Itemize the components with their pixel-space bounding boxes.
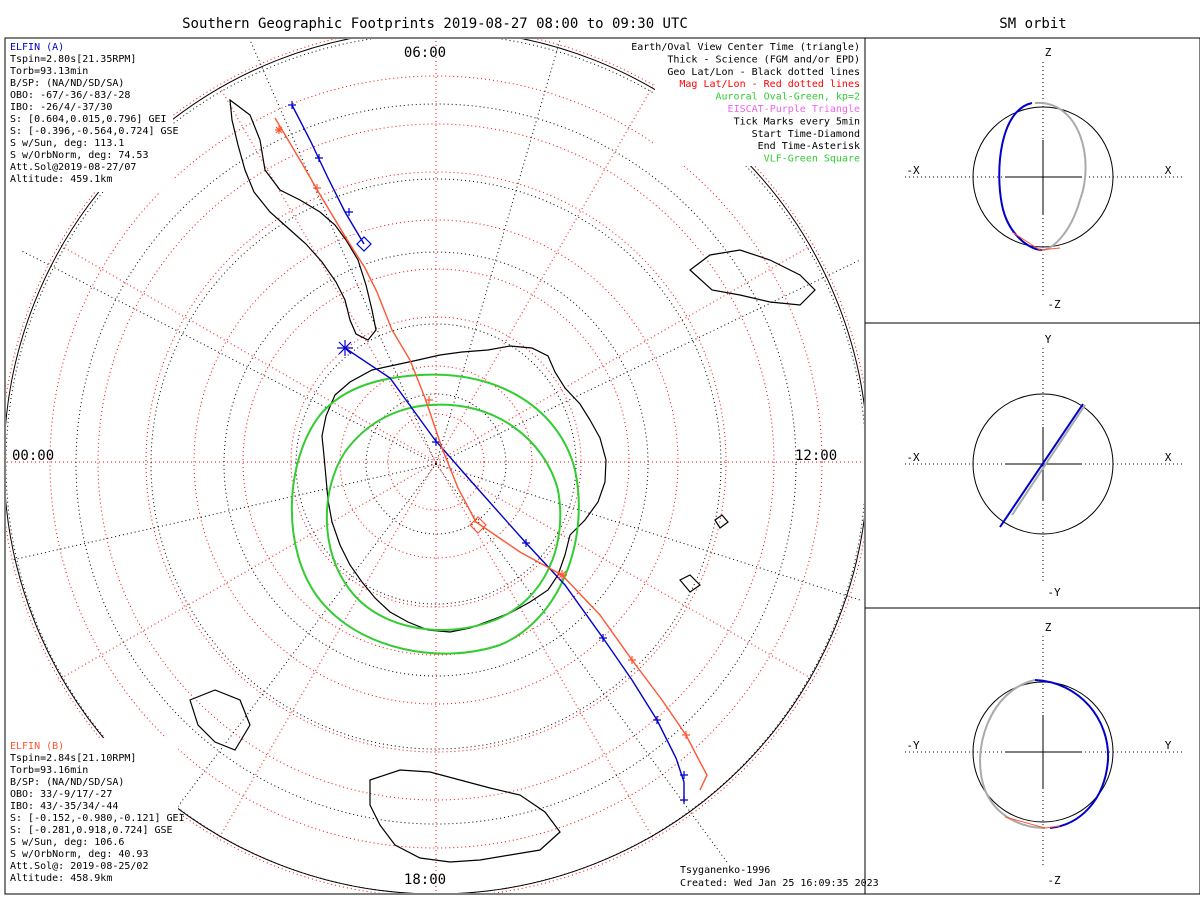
elfinA-lines-line: S w/Sun, deg: 113.1 — [10, 138, 124, 149]
sm2-right-label: X — [1165, 451, 1172, 464]
legend-lines-line: Thick - Science (FGM and/or EPD) — [667, 54, 860, 65]
sm-panel-1-frame — [864, 37, 1200, 324]
elfin-a-track — [291, 104, 685, 802]
elfinB-lines-line: Tspin=2.84s[21.10RPM] — [10, 753, 136, 764]
elfin-a-markers — [288, 101, 688, 804]
auroral-ovals — [290, 373, 580, 655]
sm2-bottom-label: -Y — [1047, 586, 1061, 599]
elfinA-lines-line: B/SP: (NA/ND/SD/SA) — [10, 78, 124, 89]
sm1-top-label: Z — [1045, 46, 1052, 59]
elfin-b-info: ELFIN (B) Tspin=2.84s[21.10RPM] Torb=93.1… — [8, 738, 185, 890]
sm1-bottom-label: -Z — [1047, 298, 1061, 311]
elfinB-lines-line: B/SP: (NA/ND/SD/SA) — [10, 777, 124, 788]
elfinB-lines-line: IBO: 43/-35/34/-44 — [10, 801, 118, 812]
elfin-a-lines: Tspin=2.80s[21.35RPM] Torb=93.13min B/SP: … — [10, 54, 179, 185]
geo-latitude-grid — [6, 39, 864, 893]
footer-created: Created: Wed Jan 25 16:09:35 2023 — [680, 878, 879, 889]
sm-panel-2-frame — [864, 322, 1200, 609]
elfinB-lines-line: Torb=93.16min — [10, 765, 88, 776]
elfin-b-lines: Tspin=2.84s[21.10RPM] Torb=93.16min B/SP: … — [10, 753, 185, 884]
antarctica-coastline — [321, 345, 607, 633]
elfinB-lines-line: S: [-0.152,-0.980,-0.121] GEI — [10, 813, 185, 824]
mlt-label-right: 12:00 — [795, 448, 837, 464]
elfinA-lines-line: Altitude: 459.1km — [10, 174, 112, 185]
sm-panel-yz: Z -Z -Y Y — [905, 621, 1185, 887]
sm-panel-xy: Y -Y -X X — [905, 333, 1185, 599]
legend-lines-line: Mag Lat/Lon - Red dotted lines — [679, 79, 860, 90]
elfin-a-header: ELFIN (A) — [10, 42, 64, 53]
legend-lines-line: Geo Lat/Lon - Black dotted lines — [667, 67, 860, 78]
sm2-left-label: -X — [906, 451, 920, 464]
islands-coastline — [679, 514, 729, 593]
sm1-left-label: -X — [906, 164, 920, 177]
sm3-right-label: Y — [1165, 739, 1172, 752]
elfin-b-track — [274, 117, 708, 791]
elfin-b-header: ELFIN (B) — [10, 741, 64, 752]
legend-lines: Earth/Oval View Center Time (triangle) Th… — [631, 42, 860, 165]
sm-orbit-title: SM orbit — [999, 16, 1066, 32]
legend: Earth/Oval View Center Time (triangle) Th… — [631, 40, 863, 166]
figure-title: Southern Geographic Footprints 2019-08-2… — [182, 16, 688, 32]
elfinA-lines-line: S: [0.604,0.015,0.796] GEI — [10, 114, 167, 125]
footer: Tsyganenko-1996 Created: Wed Jan 25 16:0… — [676, 862, 879, 890]
legend-lines-line: EISCAT-Purple Triangle — [728, 104, 860, 115]
polar-map: 06:00 18:00 00:00 12:00 — [6, 39, 864, 893]
mag-longitude-grid — [6, 39, 864, 893]
elfin-b-markers — [275, 126, 690, 739]
elfinA-lines-line: Att.Sol@2019-08-27/07 — [10, 162, 136, 173]
geo-longitude-grid — [11, 39, 861, 881]
elfinA-lines-line: S: [-0.396,-0.564,0.724] GSE — [10, 126, 179, 137]
sm-panel-3-frame — [864, 607, 1200, 895]
sm2-top-label: Y — [1045, 333, 1052, 346]
sm1-right-label: X — [1165, 164, 1172, 177]
auroral-oval-outer — [290, 373, 580, 655]
footer-model: Tsyganenko-1996 — [680, 865, 770, 876]
sm3-bottom-label: -Z — [1047, 874, 1061, 887]
legend-lines-line: Tick Marks every 5min — [734, 116, 860, 127]
elfinB-lines-line: S w/Sun, deg: 106.6 — [10, 837, 124, 848]
elfinA-lines-line: Tspin=2.80s[21.35RPM] — [10, 54, 136, 65]
elfinB-lines-line: S: [-0.281,0.918,0.724] GSE — [10, 825, 173, 836]
legend-lines-line: End Time-Asterisk — [758, 141, 860, 152]
legend-lines-line: Earth/Oval View Center Time (triangle) — [631, 42, 860, 53]
nz-coastline — [689, 249, 816, 306]
elfinA-lines-line: OBO: -67/-36/-83/-28 — [10, 90, 130, 101]
legend-lines-line: Auroral Oval-Green, kp=2 — [716, 92, 861, 103]
elfinB-lines-line: S w/OrbNorm, deg: 40.93 — [10, 849, 148, 860]
sm-panel-xz: Z -Z -X X — [905, 46, 1185, 311]
sm3-top-label: Z — [1045, 621, 1052, 634]
elfinA-lines-line: S w/OrbNorm, deg: 74.53 — [10, 150, 148, 161]
elfinB-lines-line: Att.Sol@: 2019-08-25/02 — [10, 861, 148, 872]
mlt-label-left: 00:00 — [12, 448, 54, 464]
legend-lines-line: VLF-Green Square — [764, 154, 860, 165]
elfinA-lines-line: IBO: -26/4/-37/30 — [10, 102, 112, 113]
elfinB-lines-line: Altitude: 458.9km — [10, 873, 112, 884]
elfinA-lines-line: Torb=93.13min — [10, 66, 88, 77]
africa-coastline — [189, 689, 251, 751]
mlt-label-top: 06:00 — [404, 45, 446, 61]
legend-lines-line: Start Time-Diamond — [752, 129, 860, 140]
south-america-coastline — [229, 98, 377, 341]
australia-coastline — [369, 769, 561, 863]
sm3-left-label: -Y — [906, 739, 920, 752]
elfin-a-info: ELFIN (A) Tspin=2.80s[21.35RPM] Torb=93.1… — [8, 40, 179, 192]
auroral-oval-inner — [325, 403, 562, 631]
coastlines — [189, 98, 816, 863]
mlt-label-bottom: 18:00 — [404, 872, 446, 888]
elfinB-lines-line: OBO: 33/-9/17/-27 — [10, 789, 112, 800]
